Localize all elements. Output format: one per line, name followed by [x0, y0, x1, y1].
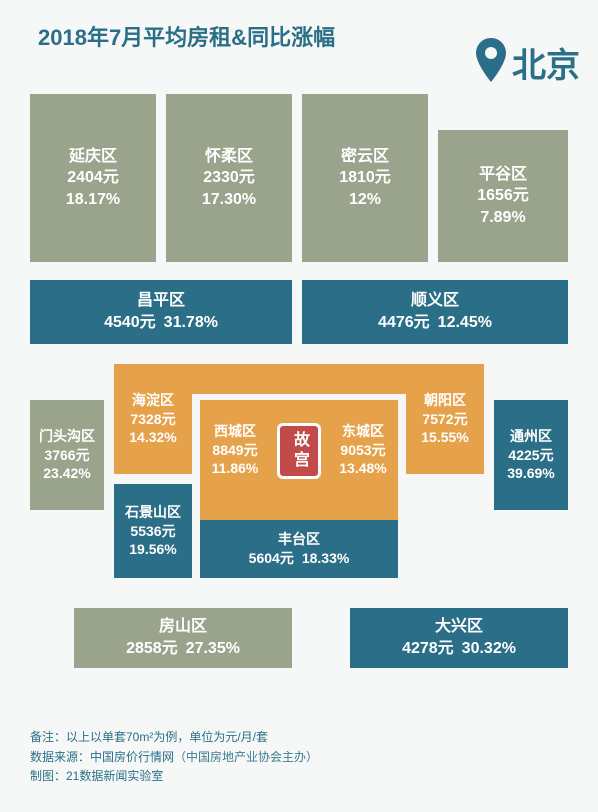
district-name: 怀柔区 — [205, 146, 253, 168]
district-name: 西城区 — [214, 422, 256, 441]
district-pinggu: 平谷区1656元7.89% — [438, 130, 568, 262]
district-name: 延庆区 — [69, 146, 117, 168]
district-miyun: 密云区1810元12% — [302, 94, 428, 262]
location-pin-icon — [476, 38, 506, 82]
district-pct: 39.69% — [507, 464, 554, 483]
district-name: 海淀区 — [132, 391, 174, 410]
district-price: 2404元 — [67, 167, 119, 189]
city-label: 北京 — [512, 38, 580, 87]
district-pct: 31.78% — [164, 312, 218, 334]
district-shijingshan: 石景山区5536元19.56% — [114, 484, 192, 578]
district-daxing: 大兴区4278元 30.32% — [350, 608, 568, 668]
district-price: 5536元 — [130, 522, 175, 541]
district-price: 7572元 — [422, 410, 467, 429]
district-name: 昌平区 — [137, 290, 185, 312]
district-pct: 17.30% — [202, 189, 256, 211]
district-name: 大兴区 — [435, 616, 483, 638]
district-price: 9053元 — [340, 441, 385, 460]
district-price: 1810元 — [339, 167, 391, 189]
district-yanqing: 延庆区2404元18.17% — [30, 94, 156, 262]
district-pct: 30.32% — [462, 638, 516, 660]
fill-panel — [200, 500, 398, 520]
district-price: 4278元 — [402, 638, 454, 660]
district-price: 7328元 — [130, 410, 175, 429]
district-name: 东城区 — [342, 422, 384, 441]
district-price: 4540元 — [104, 312, 156, 334]
district-haidian: 海淀区7328元14.32% — [114, 364, 192, 474]
footer-line-2: 数据来源：中国房价行情网（中国房地产业协会主办） — [30, 748, 318, 767]
district-name: 平谷区 — [479, 164, 527, 186]
district-price: 2858元 — [126, 638, 178, 660]
district-pct: 12% — [349, 189, 381, 211]
district-pct: 23.42% — [43, 464, 90, 483]
district-pct: 7.89% — [480, 207, 525, 229]
district-price: 8849元 — [212, 441, 257, 460]
district-chaoyang: 朝阳区7572元15.55% — [406, 364, 484, 474]
district-pct: 15.55% — [421, 428, 468, 447]
district-pct: 12.45% — [438, 312, 492, 334]
footer-line-1: 备注：以上以单套70m²为例，单位为元/月/套 — [30, 728, 318, 747]
district-price: 2330元 — [203, 167, 255, 189]
district-pct: 13.48% — [339, 459, 386, 478]
district-changping: 昌平区4540元 31.78% — [30, 280, 292, 344]
district-tongzhou: 通州区4225元39.69% — [494, 400, 568, 510]
infographic-canvas: 2018年7月平均房租&同比涨幅 北京 延庆区2404元18.17%怀柔区233… — [0, 0, 598, 812]
district-name: 石景山区 — [125, 503, 181, 522]
gugong-marker: 故宫 — [277, 423, 321, 479]
district-fangshan: 房山区2858元 27.35% — [74, 608, 292, 668]
district-pct: 19.56% — [129, 540, 176, 559]
district-price: 4225元 — [508, 446, 553, 465]
district-name: 门头沟区 — [39, 427, 95, 446]
district-name: 丰台区 — [278, 530, 320, 549]
district-price: 5604元 — [249, 549, 294, 568]
district-pct: 11.86% — [212, 459, 259, 478]
district-dongcheng: 东城区9053元13.48% — [328, 400, 398, 500]
district-name: 房山区 — [159, 616, 207, 638]
district-name: 朝阳区 — [424, 391, 466, 410]
district-price: 4476元 — [378, 312, 430, 334]
gugong-label: 故宫 — [287, 431, 311, 471]
district-pct: 27.35% — [186, 638, 240, 660]
district-huairou: 怀柔区2330元17.30% — [166, 94, 292, 262]
district-price: 1656元 — [477, 185, 529, 207]
district-name: 密云区 — [341, 146, 389, 168]
district-fengtai: 丰台区5604元 18.33% — [200, 520, 398, 578]
district-xicheng: 西城区8849元11.86% — [200, 400, 270, 500]
footer-line-3: 制图：21数据新闻实验室 — [30, 767, 318, 786]
district-name: 通州区 — [510, 427, 552, 446]
chart-title: 2018年7月平均房租&同比涨幅 — [38, 20, 335, 52]
district-name: 顺义区 — [411, 290, 459, 312]
district-shunyi: 顺义区4476元 12.45% — [302, 280, 568, 344]
district-pct: 14.32% — [129, 428, 176, 447]
footer-notes: 备注：以上以单套70m²为例，单位为元/月/套 数据来源：中国房价行情网（中国房… — [30, 728, 318, 786]
district-mentougou: 门头沟区3766元23.42% — [30, 400, 104, 510]
district-price: 3766元 — [44, 446, 89, 465]
district-pct: 18.33% — [302, 549, 349, 568]
district-pct: 18.17% — [66, 189, 120, 211]
